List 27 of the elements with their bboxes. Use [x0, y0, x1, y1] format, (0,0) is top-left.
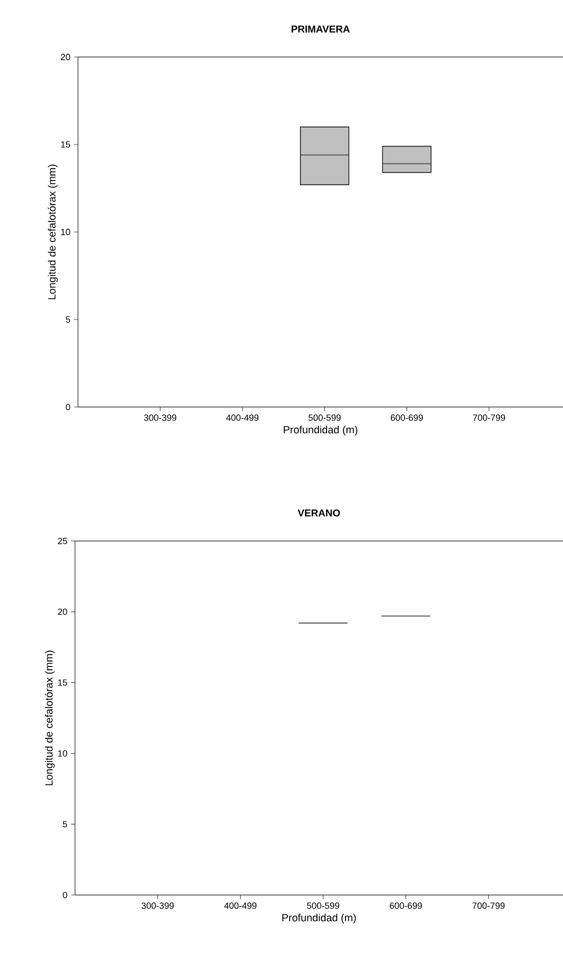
x-axis-title: Profundidad (m): [282, 914, 356, 924]
x-tick-label: 600-699: [390, 902, 422, 909]
y-tick-label: 15: [61, 141, 70, 148]
y-tick-label: 10: [58, 750, 68, 757]
y-tick-label: 20: [60, 54, 70, 60]
y-tick-label: 0: [62, 892, 68, 898]
x-tick-label: 400-499: [224, 902, 256, 909]
y-tick-label: 20: [58, 608, 68, 615]
x-tick-label: 500-599: [307, 902, 340, 909]
y-tick-label: 15: [58, 679, 68, 686]
x-tick-label: 300-399: [142, 902, 174, 909]
x-axis-title: Profundidad (m): [284, 426, 358, 436]
y-tick-label: 25: [58, 538, 68, 544]
x-tick-label: 500-599: [308, 414, 341, 421]
y-axis-title: Longitud de cefalotórax (mm): [44, 650, 55, 786]
x-tick-label: 300-399: [144, 414, 176, 421]
y-tick-label: 0: [66, 404, 70, 410]
y-tick-label: 10: [61, 228, 70, 236]
x-tick-label: 700-799: [473, 414, 506, 421]
chart-title: VERANO: [298, 509, 340, 516]
y-tick-label: 5: [62, 821, 68, 828]
y-tick-label: 5: [66, 316, 70, 323]
x-tick-label: 400-499: [226, 414, 258, 421]
x-tick-label: 600-699: [390, 414, 423, 421]
chart-title: PRIMAVERA: [292, 26, 350, 32]
y-axis-title: Longitud de cefalotórax (mm): [48, 164, 58, 300]
x-tick-label: 700-799: [472, 902, 505, 909]
